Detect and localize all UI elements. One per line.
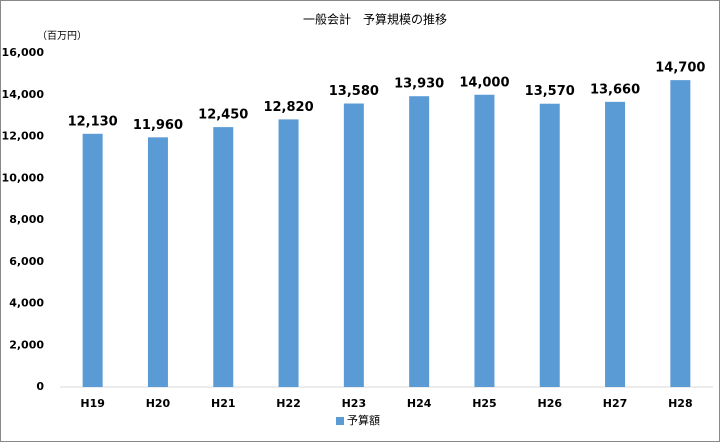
chart-title: 一般会計 予算規模の推移 — [303, 12, 447, 27]
x-tick-label: H28 — [668, 397, 693, 410]
value-label: 11,960 — [133, 118, 183, 133]
bar — [409, 96, 430, 388]
value-label: 12,820 — [263, 100, 313, 115]
x-tick-label: H26 — [537, 397, 562, 410]
y-tick-label: 4,000 — [9, 297, 44, 310]
legend-swatch — [336, 417, 344, 425]
y-tick-label: 10,000 — [2, 171, 45, 184]
x-tick-label: H27 — [603, 397, 628, 410]
x-tick-label: H19 — [80, 397, 105, 410]
x-tick-label: H24 — [407, 397, 432, 410]
y-tick-label: 14,000 — [2, 88, 45, 101]
bar — [278, 119, 299, 387]
value-label: 13,580 — [329, 84, 379, 99]
value-label: 14,000 — [459, 75, 509, 90]
y-axis-label: （百万円） — [37, 30, 87, 42]
y-tick-label: 12,000 — [2, 130, 45, 143]
value-label: 12,130 — [68, 114, 118, 129]
bar — [474, 94, 495, 387]
y-tick-label: 6,000 — [9, 255, 44, 268]
value-label: 13,570 — [525, 84, 575, 99]
y-tick-label: 0 — [36, 380, 44, 393]
bar — [670, 80, 691, 387]
y-tick-label: 16,000 — [2, 46, 45, 59]
value-label: 14,700 — [655, 61, 705, 76]
bar — [82, 133, 103, 387]
bar — [147, 137, 168, 387]
value-label: 12,450 — [198, 108, 248, 123]
bar — [539, 103, 560, 387]
value-label: 13,930 — [394, 77, 444, 92]
bar — [605, 101, 626, 387]
bar — [213, 127, 234, 387]
value-label: 13,660 — [590, 82, 640, 97]
x-tick-label: H25 — [472, 397, 497, 410]
x-tick-label: H21 — [211, 397, 236, 410]
y-tick-label: 2,000 — [9, 338, 44, 351]
bar — [343, 103, 364, 387]
y-tick-label: 8,000 — [9, 213, 44, 226]
x-tick-label: H22 — [276, 397, 301, 410]
x-tick-label: H20 — [146, 397, 171, 410]
x-tick-label: H23 — [342, 397, 367, 410]
legend-label: 予算額 — [347, 413, 380, 427]
